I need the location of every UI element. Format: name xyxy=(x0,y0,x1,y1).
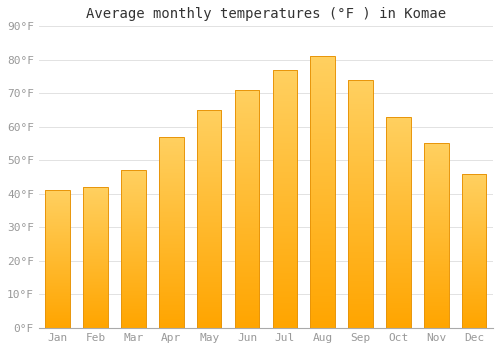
Bar xyxy=(121,170,146,328)
Bar xyxy=(386,117,410,328)
Bar xyxy=(462,174,486,328)
Bar xyxy=(197,110,222,328)
Bar xyxy=(310,56,335,328)
Bar xyxy=(348,80,373,328)
Bar xyxy=(84,187,108,328)
Bar xyxy=(234,90,260,328)
Bar xyxy=(424,144,448,328)
Bar xyxy=(272,70,297,328)
Bar xyxy=(159,137,184,328)
Bar xyxy=(46,190,70,328)
Title: Average monthly temperatures (°F ) in Komae: Average monthly temperatures (°F ) in Ko… xyxy=(86,7,446,21)
